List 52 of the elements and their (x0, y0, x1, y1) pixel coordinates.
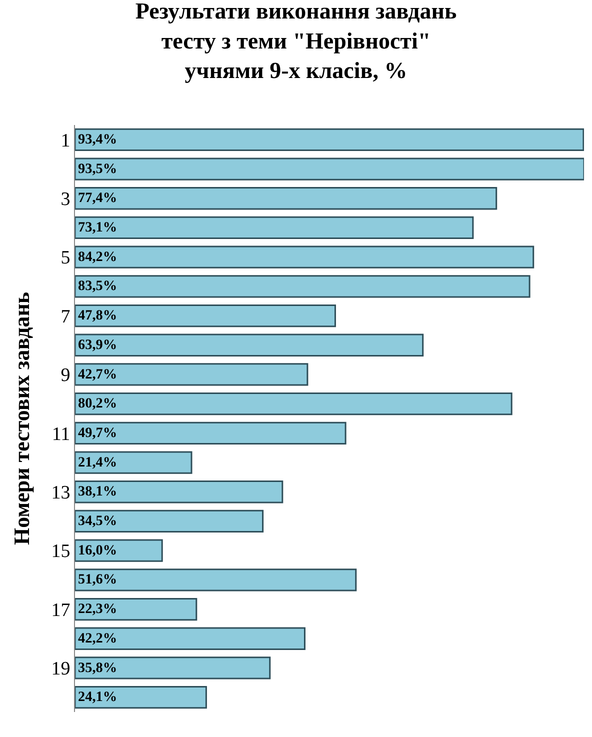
data-label: 35,8% (78, 660, 117, 676)
data-label: 16,0% (78, 542, 117, 558)
data-label: 77,4% (78, 190, 117, 206)
data-label: 22,3% (78, 601, 117, 618)
y-tick-label: 5 (60, 248, 70, 269)
bar (75, 510, 264, 533)
data-label: 21,4% (78, 454, 117, 470)
data-label: 42,7% (78, 366, 117, 382)
bar (75, 686, 207, 709)
bar (75, 656, 271, 680)
bar (75, 363, 308, 386)
y-tick-label: 17 (51, 600, 70, 621)
bar (75, 451, 192, 474)
y-tick-label: 13 (51, 482, 70, 504)
data-label: 49,7% (78, 424, 117, 441)
data-label: 24,1% (78, 689, 117, 706)
data-label: 73,1% (78, 220, 117, 236)
bar (75, 216, 474, 240)
y-tick-label: 9 (60, 365, 70, 386)
chart-title: Результати виконання завдань тесту з теми "Нерівності" учнями 9-х класів, % (135, 0, 457, 84)
bar (75, 422, 346, 444)
bar (75, 275, 530, 298)
y-tick-label: 11 (52, 424, 70, 445)
y-tick-label: 1 (60, 130, 70, 152)
data-label: 83,5% (78, 278, 117, 294)
bar (75, 246, 534, 268)
bar (75, 627, 306, 650)
y-axis-title: Номери тестових завдань (9, 292, 34, 546)
bar (75, 304, 336, 328)
bar (75, 392, 512, 416)
bar (75, 539, 163, 562)
bar (75, 568, 357, 592)
y-tick-label: 3 (60, 189, 70, 210)
data-label: 93,5% (78, 160, 117, 177)
bar (75, 128, 584, 151)
bar (75, 598, 198, 621)
data-label: 80,2% (78, 396, 117, 412)
y-tick-label: 15 (51, 541, 70, 562)
y-tick-label: 19 (51, 658, 70, 680)
y-tick-label: 7 (60, 306, 70, 328)
data-label: 63,9% (78, 336, 117, 353)
data-label: 34,5% (78, 513, 117, 530)
data-label: 84,2% (78, 248, 117, 265)
bar (75, 158, 584, 180)
bar (75, 334, 424, 356)
data-label: 42,2% (78, 630, 117, 646)
data-label: 93,4% (78, 131, 117, 148)
data-label: 47,8% (78, 308, 117, 324)
bar (75, 187, 498, 210)
bar (75, 480, 284, 504)
data-label: 51,6% (78, 572, 117, 588)
data-label: 38,1% (78, 484, 117, 500)
